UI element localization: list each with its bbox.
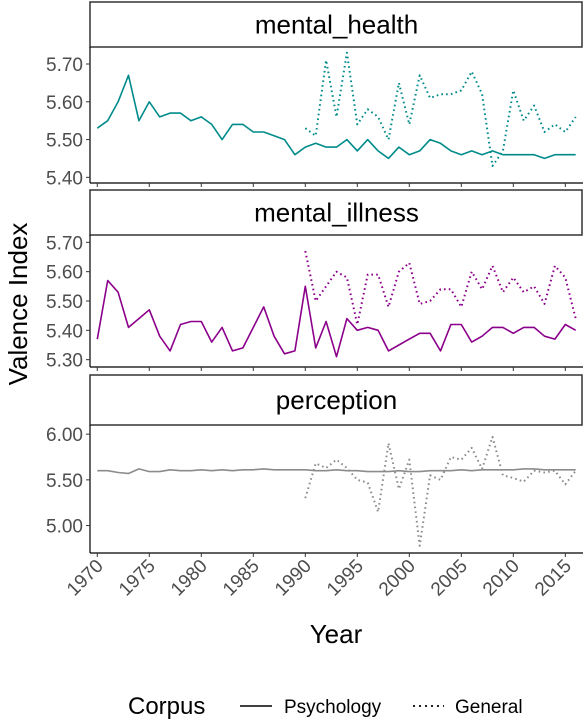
y-tick-label: 5.00 <box>46 517 83 538</box>
strip-box <box>89 189 583 236</box>
legend-label-psychology: Psychology <box>284 697 382 718</box>
y-tick-label: 5.40 <box>46 321 83 342</box>
legend-title: Corpus <box>128 693 205 720</box>
x-tick-label: 1990 <box>271 556 316 601</box>
strip-title: mental_health <box>255 10 418 40</box>
x-tick-label: 2000 <box>375 556 420 601</box>
series-line-psychology <box>96 74 576 160</box>
series-line-psychology <box>97 468 576 475</box>
y-tick-label: 5.50 <box>46 292 83 313</box>
series-line-general <box>304 250 577 326</box>
panels-layer: mental_health5.705.605.505.40mental_illn… <box>46 1 583 557</box>
y-tick-label: 5.60 <box>46 93 83 114</box>
strip-box <box>89 374 583 426</box>
series-line-psychology <box>96 279 577 358</box>
series-line-general <box>304 435 577 547</box>
y-tick-label: 5.50 <box>46 131 83 152</box>
series-line-general <box>304 51 577 167</box>
y-tick-label: 5.70 <box>46 55 83 76</box>
x-tick-label: 1985 <box>219 556 264 601</box>
y-tick-label: 5.30 <box>46 351 83 372</box>
y-tick-label: 5.40 <box>46 168 83 189</box>
strip-title: perception <box>276 385 397 415</box>
x-tick-label: 1995 <box>323 556 368 601</box>
y-axis-title: Valence Index <box>3 223 33 386</box>
x-tick-label: 2015 <box>531 556 576 601</box>
panel-mental-health: mental_health 5.70 5.60 5.50 5.40 <box>46 1 583 189</box>
x-axis: 1970 1975 1980 1985 1990 1995 2000 2005 2010 2015 <box>63 556 576 601</box>
y-tick-label: 5.60 <box>46 263 83 284</box>
strip-box <box>89 1 583 48</box>
x-tick-label: 1980 <box>167 556 212 601</box>
x-axis-title: Year <box>310 619 363 649</box>
x-tick-label: 1975 <box>115 556 160 601</box>
x-tick-label: 2010 <box>479 556 524 601</box>
x-tick-label: 1970 <box>63 556 108 601</box>
strip-title: mental_illness <box>254 198 419 228</box>
legend: Corpus Psychology General <box>128 693 523 720</box>
y-tick-label: 5.50 <box>46 471 83 492</box>
y-tick-label: 6.00 <box>46 425 83 446</box>
legend-label-general: General <box>455 697 523 718</box>
panel-mental-illness: mental_illness 5.70 5.60 5.50 5.40 5.30 <box>46 189 583 372</box>
y-tick-label: 5.70 <box>46 233 83 254</box>
x-tick-label: 2005 <box>427 556 472 601</box>
panel-perception: perception 6.00 5.50 5.00 <box>46 374 583 557</box>
